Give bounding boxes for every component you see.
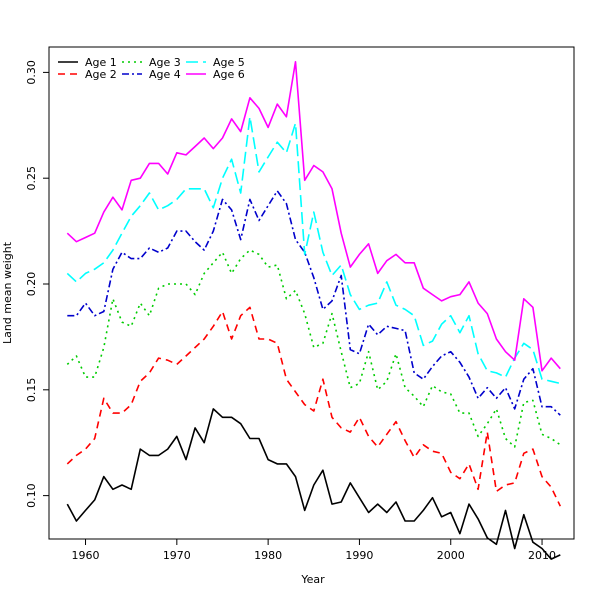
series-line-age-4 <box>67 190 561 416</box>
legend-label-age-2: Age 2 <box>85 68 117 81</box>
x-tick-label: 1990 <box>345 549 373 562</box>
legend-label-age-4: Age 4 <box>149 68 181 81</box>
series-line-age-2 <box>66 306 562 507</box>
legend-label-age-5: Age 5 <box>213 56 245 69</box>
axes: 1960 1970 1980 1990 2000 2010 0.10 0.15 0.20 0.25… <box>25 46 575 562</box>
legend-label-age-3: Age 3 <box>149 56 181 69</box>
y-axis-title: Land mean weight <box>1 241 14 344</box>
y-tick-label: 0.10 <box>25 483 38 508</box>
x-axis-title: Year <box>300 573 325 586</box>
plot-frame <box>48 46 575 540</box>
series-line-age-5 <box>66 116 561 385</box>
x-tick-label: 2000 <box>437 549 465 562</box>
series-line-age-6 <box>66 60 561 372</box>
legend-label-age-6: Age 6 <box>213 68 245 81</box>
series-line-age-1 <box>66 408 561 560</box>
y-tick-label: 0.20 <box>25 272 38 297</box>
x-tick-label: 1980 <box>254 549 282 562</box>
x-tick-label: 2010 <box>528 549 556 562</box>
y-tick-label: 0.25 <box>25 166 38 191</box>
series-lines <box>66 60 562 560</box>
y-tick-label: 0.15 <box>25 378 38 403</box>
legend-label-age-1: Age 1 <box>85 56 117 69</box>
series-line-age-3 <box>66 249 561 448</box>
x-tick-label: 1970 <box>163 549 191 562</box>
x-tick-label: 1960 <box>72 549 100 562</box>
y-tick-label: 0.30 <box>25 60 38 85</box>
